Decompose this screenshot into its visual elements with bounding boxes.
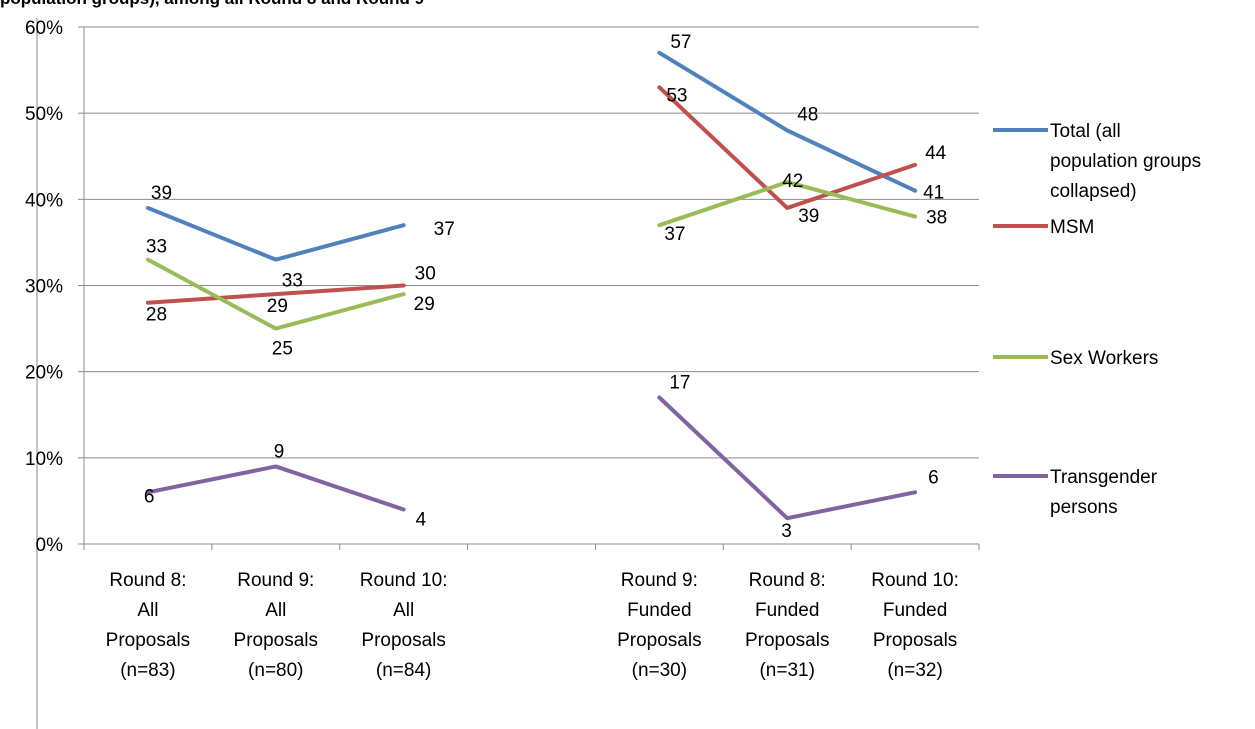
data-label: 37: [664, 224, 685, 245]
data-labels: 39 33 37 57 48 41 28 29 30 53 39 44 33 25 29 37 42 38 6 9 4 1…: [144, 32, 947, 542]
data-label: 9: [274, 441, 285, 462]
axes: [78, 27, 979, 550]
data-label: 39: [798, 206, 819, 227]
data-label: 6: [144, 486, 155, 507]
y-tick-label: 10%: [25, 449, 63, 470]
x-category-label: Proposals: [873, 630, 958, 651]
y-tick-label: 20%: [25, 363, 63, 384]
chart-heading-fragment: population groups), among all Round 8 an…: [0, 0, 424, 8]
legend-label: Transgender: [1050, 467, 1158, 488]
gridlines: [84, 27, 979, 458]
x-category-label: (n=84): [376, 660, 431, 681]
data-label: 6: [928, 467, 939, 488]
data-label: 17: [669, 373, 690, 394]
legend-label: Total (all: [1050, 121, 1121, 142]
data-label: 53: [666, 85, 687, 106]
x-category-label: Proposals: [234, 630, 319, 651]
data-label: 30: [415, 264, 436, 285]
data-label: 37: [434, 219, 455, 240]
x-category-label: Round 8:: [109, 570, 186, 591]
series-line-total-all-population-groups-collapsed: [148, 208, 404, 260]
x-category-label: Round 9:: [621, 570, 698, 591]
data-label: 28: [146, 305, 167, 326]
x-category-label: Proposals: [106, 630, 191, 651]
x-category-label: Round 10:: [360, 570, 448, 591]
x-category-label: Round 10:: [871, 570, 959, 591]
x-category-label: Funded: [755, 600, 819, 621]
data-label: 48: [797, 104, 818, 125]
legend-label: MSM: [1050, 217, 1094, 238]
x-category-label: Proposals: [617, 630, 702, 651]
legend: Total (all population groups collapsed) MSM…: [993, 121, 1201, 518]
data-label: 4: [416, 510, 427, 531]
x-category-label: Round 9:: [237, 570, 314, 591]
x-category-label: Proposals: [361, 630, 446, 651]
y-tick-label: 50%: [25, 104, 63, 125]
x-category-label: Funded: [627, 600, 691, 621]
y-tick-label: 40%: [25, 190, 63, 211]
x-category-label: Funded: [883, 600, 947, 621]
x-category-label: Round 8:: [749, 570, 826, 591]
y-tick-labels: 0% 10% 20% 30% 40% 50% 60%: [25, 18, 63, 556]
x-category-label: (n=80): [248, 660, 303, 681]
data-label: 33: [146, 237, 167, 258]
data-label: 33: [282, 271, 303, 292]
data-label: 29: [267, 296, 288, 317]
data-label: 25: [272, 339, 293, 360]
data-label: 39: [151, 183, 172, 204]
x-category-label: (n=32): [887, 660, 942, 681]
data-label: 41: [923, 183, 944, 204]
y-tick-label: 60%: [25, 18, 63, 39]
y-tick-label: 30%: [25, 277, 63, 298]
data-label: 3: [781, 521, 792, 542]
x-category-label: All: [137, 600, 158, 621]
x-category-label: (n=83): [120, 660, 175, 681]
x-category-label: All: [265, 600, 286, 621]
legend-label: Sex Workers: [1050, 348, 1158, 369]
legend-label: collapsed): [1050, 181, 1137, 202]
series-line-transgender-persons: [148, 466, 404, 509]
legend-label: population groups: [1050, 151, 1201, 172]
data-label: 38: [926, 208, 947, 229]
legend-label: persons: [1050, 497, 1118, 518]
x-category-label: All: [393, 600, 414, 621]
x-category-label: (n=30): [632, 660, 687, 681]
data-label: 42: [782, 171, 803, 192]
data-label: 44: [925, 143, 947, 164]
data-label: 29: [414, 294, 435, 315]
x-category-label: (n=31): [759, 660, 814, 681]
x-category-labels: Round 8: All Proposals (n=83) Round 9: All Pro…: [106, 570, 959, 681]
x-category-label: Proposals: [745, 630, 830, 651]
data-label: 57: [670, 32, 691, 53]
y-tick-label: 0%: [36, 535, 64, 556]
